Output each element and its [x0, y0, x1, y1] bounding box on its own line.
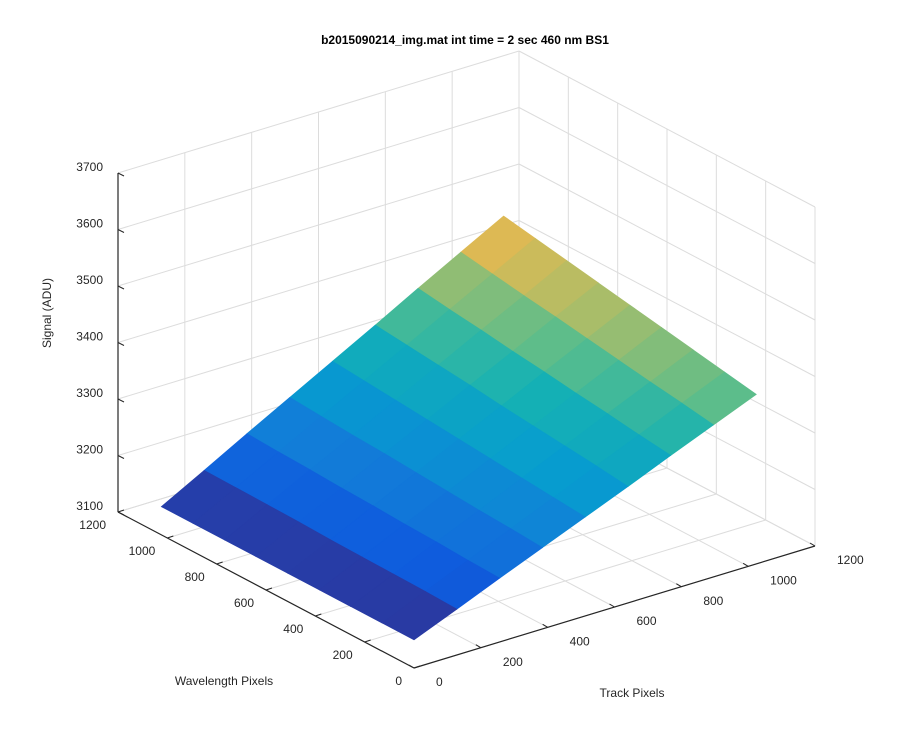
grid-line	[518, 163, 816, 321]
x-axis-label: Track Pixels	[600, 686, 665, 700]
z-tick-label: 3400	[76, 330, 103, 344]
x-tick-label: 800	[703, 594, 723, 608]
y-tick	[265, 587, 273, 591]
z-tick-label: 3300	[76, 386, 103, 400]
x-tick-label: 0	[436, 675, 443, 689]
z-tick-label: 3100	[76, 499, 103, 513]
y-tick-label: 200	[333, 648, 353, 662]
z-tick	[117, 455, 125, 459]
y-tick-label: 0	[395, 674, 402, 688]
y-tick-label: 1000	[129, 544, 156, 558]
x-tick	[809, 542, 816, 547]
z-tick	[117, 398, 125, 403]
z-tick-label: 3700	[76, 160, 103, 174]
y-tick-label: 400	[283, 622, 303, 636]
x-tick-label: 1200	[837, 553, 864, 567]
grid-line	[518, 50, 816, 208]
x-tick	[609, 603, 615, 608]
grid-line	[117, 163, 520, 287]
y-tick	[167, 535, 174, 539]
z-tick	[117, 229, 125, 233]
y-tick	[315, 613, 322, 617]
y-tick-label: 1200	[79, 518, 106, 532]
x-tick	[475, 644, 482, 649]
z-tick	[117, 342, 125, 346]
y-tick	[216, 561, 223, 565]
z-tick	[117, 511, 125, 516]
x-tick-label: 600	[637, 614, 657, 628]
x-tick-label: 1000	[770, 574, 797, 588]
x-tick	[408, 664, 415, 669]
x-tick	[742, 562, 749, 567]
y-tick	[413, 665, 421, 669]
z-tick-label: 3600	[76, 217, 103, 231]
grid-line	[117, 107, 520, 230]
y-tick	[364, 639, 371, 643]
y-tick-label: 600	[234, 596, 254, 610]
surface-cell	[381, 590, 458, 641]
x-tick-label: 400	[570, 635, 590, 649]
y-tick-label: 800	[185, 570, 205, 584]
z-tick-label: 3500	[76, 273, 103, 287]
grid-line	[518, 220, 816, 377]
y-tick	[117, 509, 125, 513]
z-tick-label: 3200	[76, 443, 103, 457]
z-tick	[117, 172, 125, 177]
grid-line	[117, 50, 520, 174]
x-tick	[542, 623, 548, 628]
x-tick	[676, 583, 682, 588]
z-tick	[117, 285, 125, 290]
grid-line	[117, 220, 520, 343]
y-axis-label: Wavelength Pixels	[175, 674, 273, 688]
grid-line	[518, 107, 816, 264]
x-tick-label: 200	[503, 655, 523, 669]
z-axis-label: Signal (ADU)	[40, 278, 54, 348]
chart-title: b2015090214_img.mat int time = 2 sec 460…	[321, 33, 609, 47]
